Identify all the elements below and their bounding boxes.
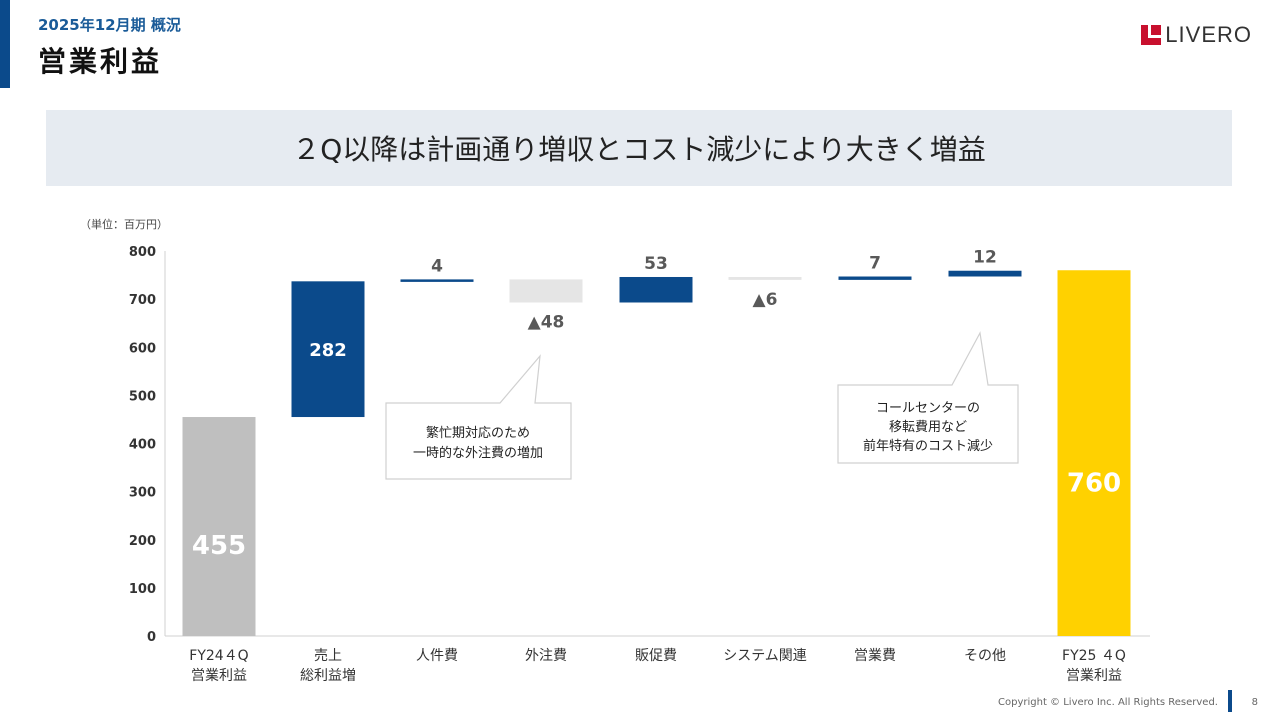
y-tick-label: 200	[129, 534, 156, 549]
headline-text: ２Q以降は計画通り増収とコスト減少により大きく増益	[292, 133, 986, 166]
value-label-2: 4	[431, 256, 443, 276]
footer-accent-bar	[1228, 690, 1232, 712]
logo-text: LIVERO	[1165, 22, 1252, 47]
bar-2	[400, 279, 474, 282]
y-tick-label: 300	[129, 486, 156, 501]
x-tick-label: 総利益増	[300, 668, 356, 684]
company-logo: LIVERO	[1141, 22, 1252, 48]
x-tick-label: その他	[964, 648, 1006, 664]
bars	[182, 270, 1131, 636]
bar-3	[509, 279, 583, 303]
callout-2-text: 前年特有のコスト減少	[863, 438, 993, 454]
page-subtitle: 2025年12月期 概況	[38, 16, 181, 34]
y-tick-label: 700	[129, 293, 156, 308]
bar-8	[1057, 270, 1131, 636]
bar-1	[291, 281, 365, 418]
value-label-4: 53	[644, 254, 668, 274]
x-tick-label: 外注費	[525, 648, 567, 664]
page-title: 営業利益	[38, 45, 163, 78]
x-tick-label: 売上	[314, 648, 342, 664]
header-accent-bar	[0, 0, 10, 88]
x-tick-label: FY24４Q	[189, 648, 248, 664]
callout-1-box	[385, 354, 572, 480]
y-tick-label: 600	[129, 341, 156, 356]
callout-2-box	[837, 331, 1019, 464]
value-label-0: 455	[192, 531, 246, 561]
headline-banner: ２Q以降は計画通り増収とコスト減少により大きく増益	[46, 110, 1232, 186]
y-axis: 0 100 200 300 400 500 600 700 800	[129, 245, 1150, 645]
value-labels: 455 282 4 ▲48 53 ▲6 7 12 760	[192, 248, 1121, 561]
y-tick-label: 500	[129, 389, 156, 404]
x-tick-label: 営業費	[854, 648, 896, 664]
y-tick-label: 0	[147, 630, 156, 645]
value-label-7: 12	[973, 248, 997, 268]
y-tick-label: 100	[129, 582, 156, 597]
bar-6	[838, 276, 912, 280]
page-number: 8	[1251, 697, 1258, 708]
x-tick-label: FY25 ４Q	[1062, 648, 1126, 664]
bar-7	[948, 270, 1022, 277]
value-label-5: ▲6	[753, 290, 778, 310]
x-tick-label: 販促費	[635, 648, 677, 664]
x-tick-label: 人件費	[416, 648, 458, 664]
value-label-1: 282	[309, 340, 347, 361]
bar-4	[619, 276, 693, 303]
value-label-8: 760	[1067, 469, 1121, 499]
unit-label: （単位：百万円）	[80, 218, 168, 231]
x-tick-label: 営業利益	[191, 668, 247, 684]
x-tick-label: 営業利益	[1066, 668, 1122, 684]
callout-2-text: 移転費用など	[889, 420, 967, 435]
value-label-6: 7	[869, 254, 881, 274]
logo-mark-icon	[1141, 25, 1162, 45]
callout-1-text: 一時的な外注費の増加	[413, 445, 543, 461]
bar-5	[728, 276, 802, 280]
x-tick-label: システム関連	[723, 648, 807, 664]
waterfall-chart: 0 100 200 300 400 500 600 700 800 455 282 4 ▲48 53 ▲6…	[129, 245, 1150, 684]
callout-2-text: コールセンターの	[876, 401, 980, 416]
value-label-3: ▲48	[528, 312, 565, 332]
callout-1-text: 繁忙期対応のため	[426, 425, 530, 441]
y-tick-label: 400	[129, 438, 156, 453]
bar-0	[182, 417, 256, 636]
y-tick-label: 800	[129, 245, 156, 260]
copyright: Copyright © Livero Inc. All Rights Reser…	[998, 697, 1218, 708]
